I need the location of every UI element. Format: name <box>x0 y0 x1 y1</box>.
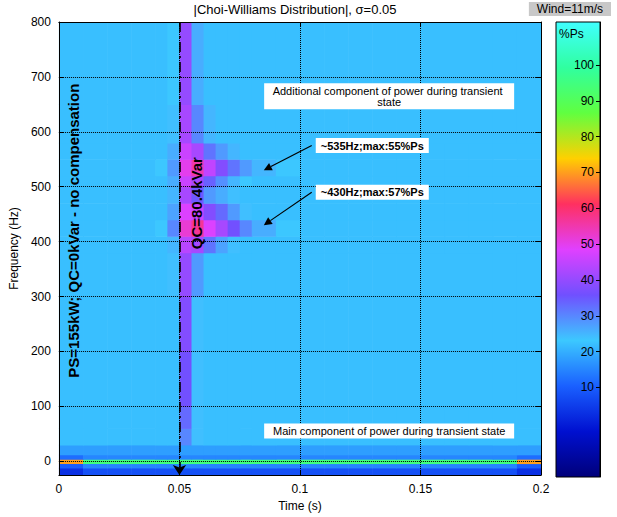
svg-text:80: 80 <box>581 130 595 144</box>
svg-text:|Choi-Williams Distribution|,: |Choi-Williams Distribution|, σ=0.05 <box>194 2 397 17</box>
svg-text:state: state <box>377 96 401 108</box>
svg-text:Wind=11m/s: Wind=11m/s <box>537 2 603 16</box>
svg-text:Time (s): Time (s) <box>278 499 322 513</box>
svg-text:400: 400 <box>31 235 51 249</box>
svg-text:20: 20 <box>581 345 595 359</box>
svg-text:0.05: 0.05 <box>168 482 192 496</box>
svg-text:800: 800 <box>31 15 51 29</box>
svg-text:40: 40 <box>581 273 595 287</box>
svg-text:10: 10 <box>581 380 595 394</box>
svg-text:PS=155kW; QC=0kVar - no compen: PS=155kW; QC=0kVar - no compensation <box>65 84 82 378</box>
svg-text:0.1: 0.1 <box>292 482 309 496</box>
svg-text:Main component of power during: Main component of power during transient… <box>273 425 505 437</box>
svg-text:30: 30 <box>581 309 595 323</box>
svg-text:Frequency (Hz): Frequency (Hz) <box>7 207 21 290</box>
svg-text:%Ps: %Ps <box>559 27 584 41</box>
svg-text:700: 700 <box>31 70 51 84</box>
svg-text:Additional component of power: Additional component of power during tra… <box>272 84 506 97</box>
svg-text:0.15: 0.15 <box>409 482 433 496</box>
svg-text:90: 90 <box>581 94 595 108</box>
svg-text:70: 70 <box>581 165 595 179</box>
svg-text:QC=80.4kVar: QC=80.4kVar <box>188 157 205 249</box>
svg-text:100: 100 <box>31 399 51 413</box>
svg-text:~430Hz;max:57%Ps: ~430Hz;max:57%Ps <box>321 186 424 198</box>
svg-text:~535Hz;max:55%Ps: ~535Hz;max:55%Ps <box>321 140 424 152</box>
svg-text:0: 0 <box>56 482 63 496</box>
svg-text:60: 60 <box>581 201 595 215</box>
svg-text:100: 100 <box>574 58 594 72</box>
svg-text:200: 200 <box>31 344 51 358</box>
svg-text:0: 0 <box>44 454 51 468</box>
svg-text:300: 300 <box>31 290 51 304</box>
svg-text:0.2: 0.2 <box>533 482 550 496</box>
svg-text:600: 600 <box>31 125 51 139</box>
svg-text:50: 50 <box>581 237 595 251</box>
svg-text:500: 500 <box>31 180 51 194</box>
